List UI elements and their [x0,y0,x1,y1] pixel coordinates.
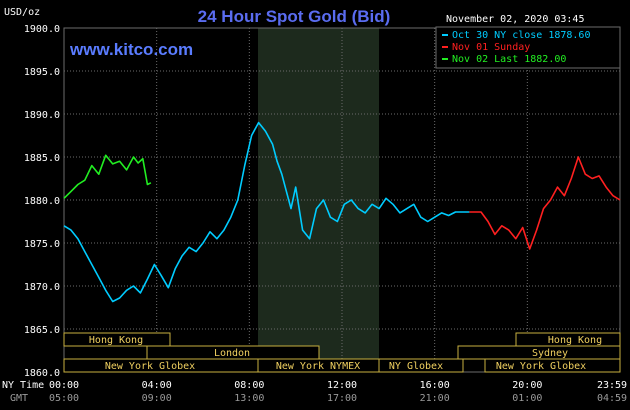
band-label-newyork-globex-2: New York Globex [496,361,586,372]
y-tick-label: 1860.0 [24,368,60,379]
x-tick-label-ny: 20:00 [512,380,542,391]
x-tick-label-gmt: 04:59 [597,393,627,404]
y-tick-label: 1895.0 [24,67,60,78]
series-line-oct30 [63,121,470,303]
band-label-sydney: Sydney [532,348,568,359]
x-tick-label-gmt: 01:00 [512,393,542,404]
band-label-hongkong-1: Hong Kong [89,335,143,346]
legend-entry-nov02: Nov 02 Last 1882.00 [452,54,566,65]
x-tick-label-gmt: 13:00 [234,393,264,404]
y-tick-label: 1870.0 [24,282,60,293]
x-tick-label-gmt: 21:00 [420,393,450,404]
series-line-nov02 [63,154,152,199]
datetime-label: November 02, 2020 03:45 [446,14,584,25]
x-tick-label-ny: 23:59 [597,380,627,391]
y-tick-label: 1900.0 [24,24,60,35]
x-tick-label-ny: 08:00 [234,380,264,391]
site-watermark: www.kitco.com [69,40,193,59]
x-tick-label-gmt: 17:00 [327,393,357,404]
x-axis: 00:00 05:00 04:00 09:00 08:00 13:00 12:00 17:00… [49,380,627,404]
x-tick-label-gmt: 05:00 [49,393,79,404]
y-tick-label: 1890.0 [24,110,60,121]
band-hongkong-1 [63,332,171,347]
nymex-session-shade [258,28,379,372]
legend-entry-sunday: Nov 01 Sunday [452,42,530,53]
x-tick-label-ny: 12:00 [327,380,357,391]
series-line-nov01-sunday [469,156,621,250]
y-axis: 1900.0 1895.0 1890.0 1885.0 1880.0 1875.0 1870… [24,24,60,379]
y-tick-label: 1875.0 [24,239,60,250]
x-tick-label-gmt: 09:00 [142,393,172,404]
ny-time-label: NY Time [2,380,44,391]
x-tick-label-ny: 04:00 [142,380,172,391]
band-label-newyork-globex-1: New York Globex [105,361,195,372]
band-ny-globex [378,358,464,373]
legend-box [435,26,621,69]
market-sessions: Hong Kong Hong Kong London Sydney New Yo… [63,332,621,373]
series-layer [63,121,621,303]
y-tick-label: 1880.0 [24,196,60,207]
band-newyork-globex-2 [484,358,621,373]
legend-entry-oct30: Oct 30 NY close 1878.60 [452,30,590,41]
band-label-london: London [214,348,250,359]
x-tick-label-ny: 00:00 [49,380,79,391]
y-tick-label: 1865.0 [24,325,60,336]
legend: Oct 30 NY close 1878.60 Nov 01 Sunday No… [435,26,621,69]
unit-label: USD/oz [4,7,40,18]
band-label-hongkong-2: Hong Kong [548,335,602,346]
chart-title: 24 Hour Spot Gold (Bid) [198,7,391,26]
band-label-newyork-nymex: New York NYMEX [276,361,360,372]
gmt-label: GMT [10,393,28,404]
x-tick-label-ny: 16:00 [420,380,450,391]
band-label-ny-globex: NY Globex [389,361,443,372]
y-tick-label: 1885.0 [24,153,60,164]
